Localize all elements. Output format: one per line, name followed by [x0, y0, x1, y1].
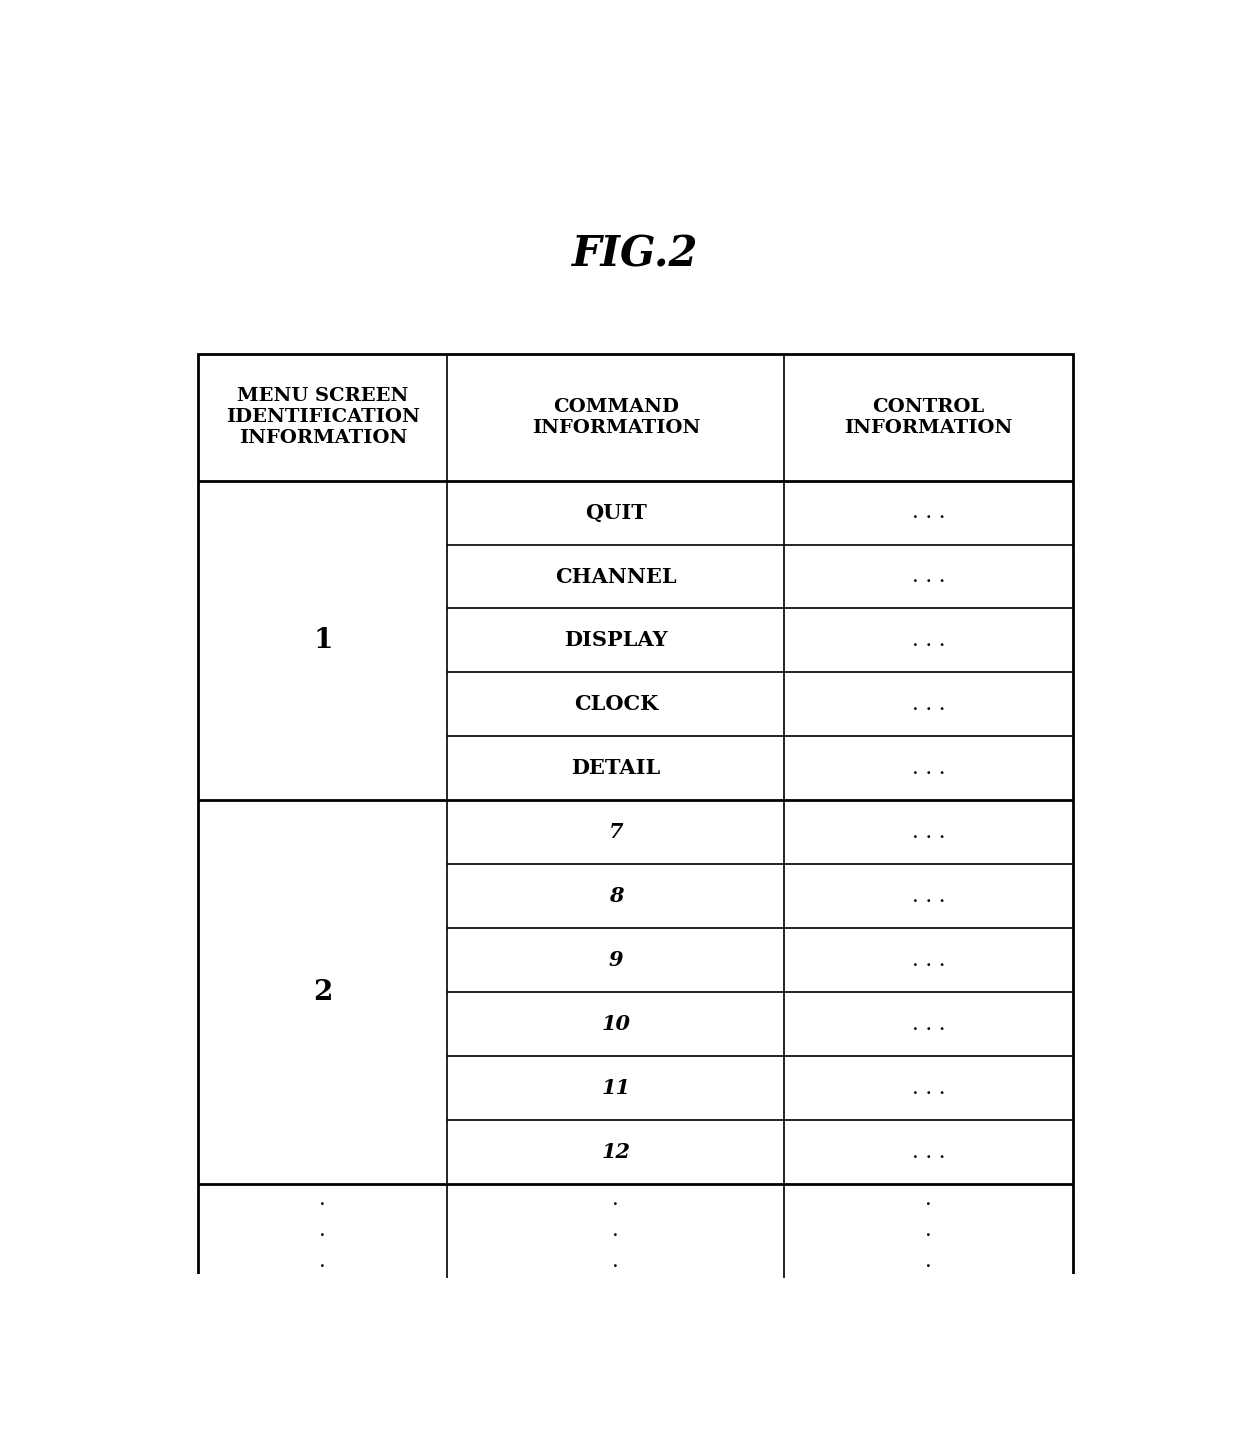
Text: CLOCK: CLOCK	[574, 695, 658, 715]
Text: . . .: . . .	[911, 951, 945, 969]
Text: . . .: . . .	[911, 503, 945, 523]
Text: 12: 12	[601, 1143, 630, 1163]
Text: MENU SCREEN
IDENTIFICATION
INFORMATION: MENU SCREEN IDENTIFICATION INFORMATION	[226, 388, 420, 447]
Text: . . .: . . .	[911, 886, 945, 906]
Text: CONTROL
INFORMATION: CONTROL INFORMATION	[844, 398, 1013, 437]
Text: . . .: . . .	[911, 695, 945, 715]
Text: FIG.2: FIG.2	[572, 233, 699, 275]
Text: QUIT: QUIT	[585, 503, 647, 523]
Text: . . .: . . .	[911, 632, 945, 650]
Text: CHANNEL: CHANNEL	[556, 567, 677, 587]
Text: 7: 7	[609, 822, 622, 842]
Text: COMMAND
INFORMATION: COMMAND INFORMATION	[532, 398, 701, 437]
Text: .
.
.: . . .	[925, 1190, 931, 1272]
Text: . . .: . . .	[911, 759, 945, 778]
Text: 10: 10	[601, 1014, 630, 1034]
Text: 11: 11	[601, 1078, 630, 1098]
Text: 9: 9	[609, 951, 622, 971]
Text: .
.
.: . . .	[613, 1190, 619, 1272]
Text: . . .: . . .	[911, 1078, 945, 1098]
Text: . . .: . . .	[911, 1015, 945, 1034]
Text: DISPLAY: DISPLAY	[564, 630, 667, 650]
Text: 1: 1	[314, 627, 332, 654]
Text: .
.
.: . . .	[320, 1190, 326, 1272]
Text: DETAIL: DETAIL	[572, 759, 661, 779]
Bar	[198, 354, 1073, 1277]
Text: . . .: . . .	[911, 1143, 945, 1161]
Text: 8: 8	[609, 886, 622, 906]
Text: . . .: . . .	[911, 823, 945, 842]
Text: . . .: . . .	[911, 567, 945, 586]
Text: 2: 2	[314, 978, 332, 1005]
